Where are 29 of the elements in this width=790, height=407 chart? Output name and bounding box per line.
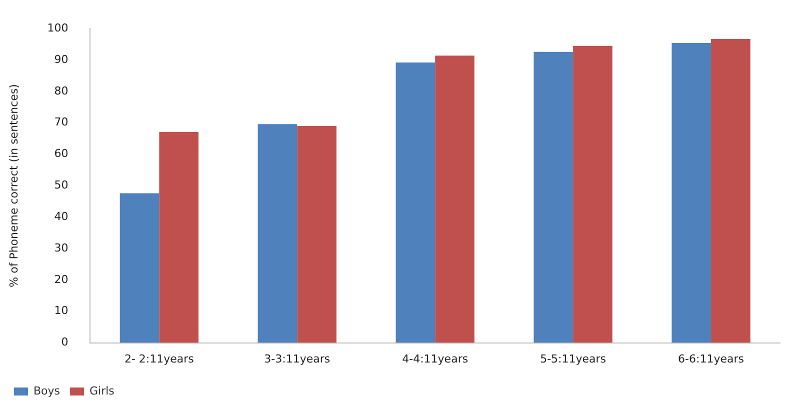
y-tick-label: 50 bbox=[54, 178, 68, 192]
y-tick-label: 30 bbox=[54, 241, 68, 254]
y-axis-title: % of Phoneme correct (in sentences) bbox=[7, 84, 20, 288]
bar bbox=[711, 38, 750, 343]
bar bbox=[396, 62, 436, 343]
y-tick-label: 40 bbox=[54, 210, 68, 223]
bar bbox=[435, 56, 474, 343]
bar bbox=[534, 52, 574, 343]
y-tick-label: 70 bbox=[54, 116, 68, 129]
y-tick-label: 60 bbox=[54, 147, 68, 160]
x-tick-label: 3-3:11years bbox=[264, 352, 330, 366]
bar bbox=[297, 126, 336, 343]
x-tick-label: 6-6:11years bbox=[678, 352, 744, 366]
bar bbox=[120, 193, 160, 343]
y-tick-label: 0 bbox=[61, 336, 68, 349]
y-tick-label: 80 bbox=[54, 84, 68, 98]
bar bbox=[573, 46, 612, 343]
bar bbox=[258, 124, 298, 343]
legend-label: Girls bbox=[90, 384, 115, 398]
y-tick-label: 10 bbox=[54, 304, 68, 318]
legend-label: Boys bbox=[34, 384, 60, 398]
x-tick-label: 2- 2:11years bbox=[124, 352, 194, 366]
bar bbox=[672, 43, 712, 343]
x-tick-label: 4-4:11years bbox=[402, 352, 468, 366]
y-tick-label: 100 bbox=[47, 21, 68, 34]
x-tick-label: 5-5:11years bbox=[540, 352, 606, 366]
bar bbox=[159, 132, 198, 343]
y-tick-label: 90 bbox=[54, 52, 68, 66]
y-tick-label: 20 bbox=[54, 272, 68, 286]
